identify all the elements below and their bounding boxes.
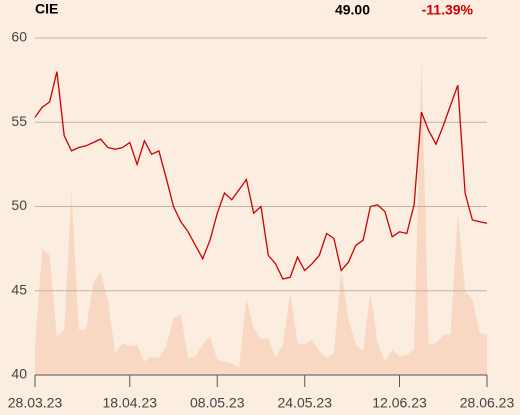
- y-tick-label: 55: [11, 113, 27, 129]
- y-tick-label: 60: [11, 29, 27, 45]
- y-tick-label: 50: [11, 197, 27, 213]
- x-tick-label: 24.05.23: [277, 395, 332, 411]
- x-tick-label: 18.04.23: [103, 395, 158, 411]
- volume-area: [35, 58, 487, 375]
- price-line: [34, 71, 488, 280]
- y-tick-label: 40: [11, 366, 27, 382]
- x-tick-label: 12.06.23: [372, 395, 427, 411]
- x-tick-label: 28.06.23: [460, 395, 515, 411]
- price-change: -11.39%: [422, 2, 474, 18]
- symbol: CIE: [35, 1, 58, 17]
- x-tick-label: 08.05.23: [190, 395, 245, 411]
- y-tick-label: 45: [11, 281, 27, 297]
- last-price: 49.00: [335, 2, 370, 18]
- x-tick-label: 28.03.23: [8, 395, 63, 411]
